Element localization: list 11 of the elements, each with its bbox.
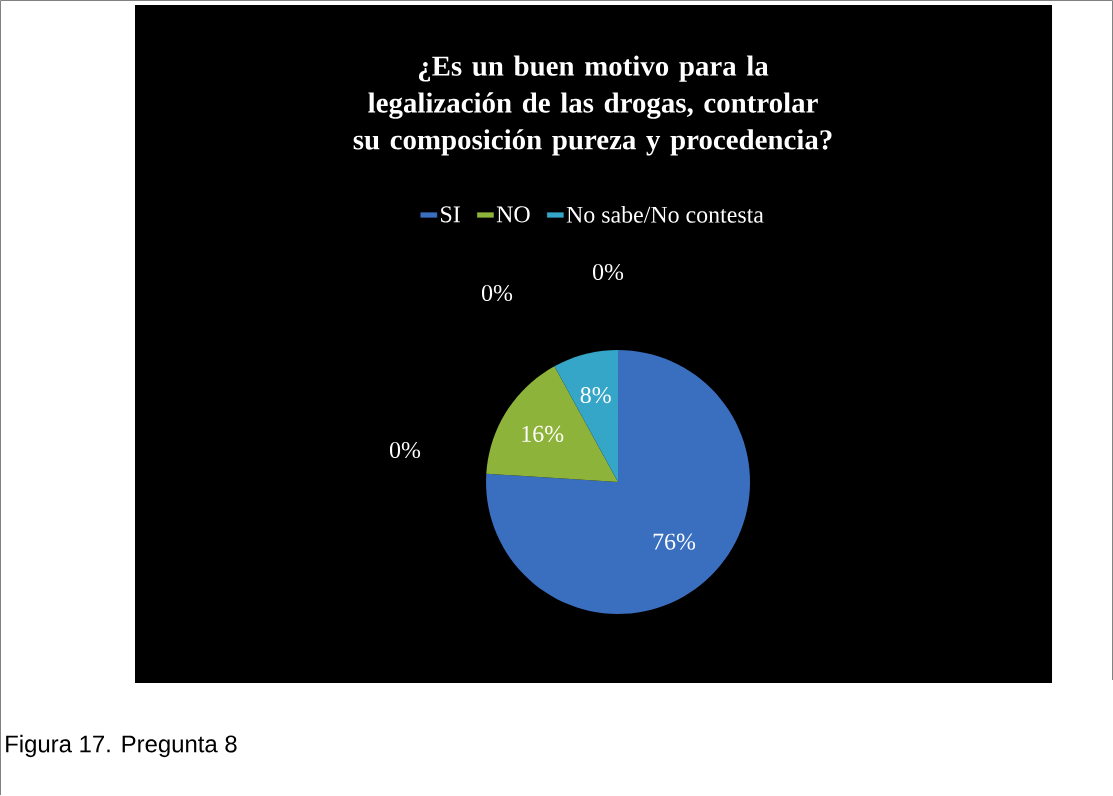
legend-label: NO <box>496 206 530 223</box>
text: Figura 17. Pregunta 8 <box>6 735 237 758</box>
data-label: 16% <box>522 426 564 443</box>
data-label: 76% <box>653 533 696 551</box>
text: 0% <box>389 442 421 459</box>
data-label: 8% <box>580 387 611 404</box>
chart-title: ¿Es un buen motivo para la legalización de las drogas, controlar su composición pureza y procedencia? <box>353 55 832 156</box>
text: 0% <box>592 264 624 281</box>
legend-label: No sabe/No contesta <box>566 206 764 224</box>
legend-label: SI <box>441 206 460 223</box>
text: 0% <box>481 285 513 302</box>
